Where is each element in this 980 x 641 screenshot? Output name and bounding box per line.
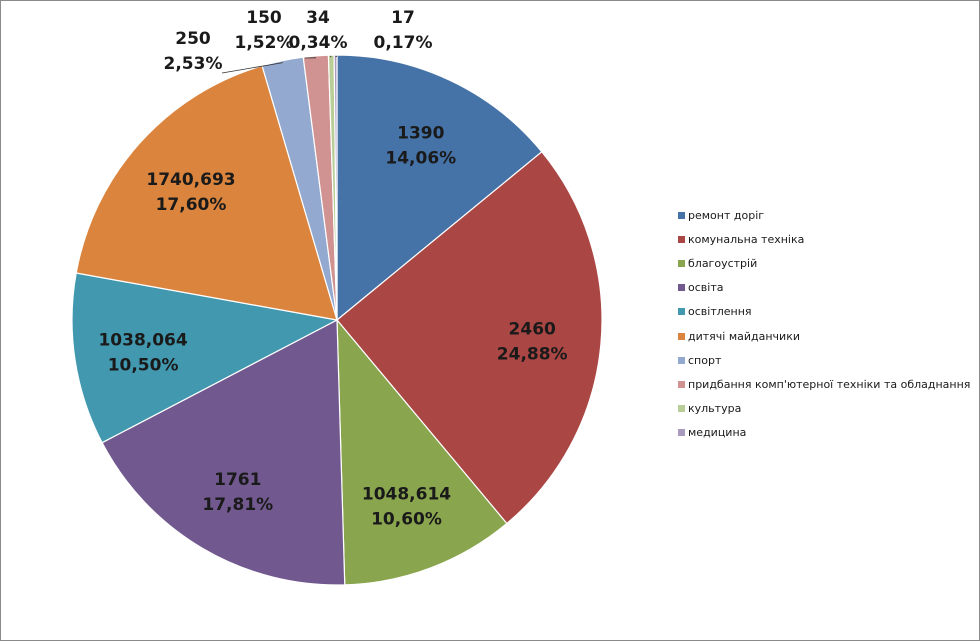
legend-label: дитячі майданчики	[688, 329, 800, 343]
data-label-percent: 1,52%	[235, 33, 294, 53]
legend: ремонт доріг комунальна техніка благоустрі…	[678, 203, 978, 445]
data-label-value: 17	[391, 8, 415, 28]
leader-lines	[221, 55, 338, 74]
legend-label: медицина	[688, 426, 747, 440]
data-label-value: 34	[306, 8, 330, 28]
legend-item: освітлення	[678, 300, 978, 324]
legend-item: придбання комп'ютерної техніки та обладн…	[678, 372, 978, 396]
pie-slice	[101, 319, 346, 586]
pie-slice	[336, 54, 543, 322]
pie-slice	[333, 54, 338, 321]
pie-slices	[71, 54, 603, 586]
legend-swatch	[678, 356, 685, 364]
data-label-percent: 0,17%	[374, 33, 433, 53]
data-label-percent: 10,50%	[108, 356, 179, 376]
legend-item: культура	[678, 397, 978, 421]
data-label-value: 150	[246, 8, 282, 28]
legend-swatch	[678, 308, 685, 316]
legend-item: комунальна техніка	[678, 227, 978, 251]
data-labels: 1390 14,06% 2460 24,88% 1048,614 10,60% 1761 17…	[98, 8, 567, 529]
data-label-value: 250	[175, 29, 211, 49]
legend-item: медицина	[678, 421, 978, 445]
legend-item: дитячі майданчики	[678, 324, 978, 348]
legend-swatch	[678, 380, 685, 388]
legend-label: ремонт доріг	[688, 208, 765, 222]
legend-swatch	[678, 235, 685, 243]
data-label-percent: 17,81%	[202, 495, 273, 515]
data-label-value: 1761	[214, 470, 261, 490]
data-label-percent: 10,60%	[371, 509, 442, 529]
pie-slice	[75, 65, 338, 321]
legend-swatch	[678, 405, 685, 413]
data-label-percent: 17,60%	[156, 195, 227, 215]
legend-label: культура	[688, 402, 742, 416]
pie-slice	[336, 318, 508, 586]
legend-swatch	[678, 332, 685, 340]
legend-swatch	[678, 211, 685, 219]
pie-slice	[336, 150, 603, 525]
legend-swatch	[678, 429, 685, 437]
legend-label: придбання комп'ютерної техніки та обладн…	[688, 377, 971, 391]
pie-slice	[71, 272, 339, 444]
legend-swatch	[678, 284, 685, 292]
legend-item: ремонт доріг	[678, 203, 978, 227]
data-label-value: 1038,064	[98, 331, 187, 351]
data-label-percent: 0,34%	[289, 33, 348, 53]
leader-line	[335, 55, 338, 58]
data-label-value: 1740,693	[146, 170, 235, 190]
legend-item: освіта	[678, 276, 978, 300]
legend-label: благоустрій	[688, 256, 758, 270]
legend-item: благоустрій	[678, 251, 978, 275]
data-label-percent: 2,53%	[164, 54, 223, 74]
data-label-percent: 14,06%	[385, 149, 456, 169]
legend-swatch	[678, 259, 685, 267]
data-label-value: 2460	[509, 319, 556, 339]
leader-line	[329, 55, 332, 58]
leader-line	[221, 62, 283, 74]
legend-label: спорт	[688, 353, 722, 367]
legend-item: спорт	[678, 348, 978, 372]
legend-label: освітлення	[688, 305, 752, 319]
legend-label: освіта	[688, 281, 724, 295]
data-label-value: 1390	[397, 124, 444, 144]
legend-label: комунальна техніка	[688, 232, 805, 246]
data-label-value: 1048,614	[362, 484, 451, 504]
data-label-percent: 24,88%	[497, 344, 568, 364]
